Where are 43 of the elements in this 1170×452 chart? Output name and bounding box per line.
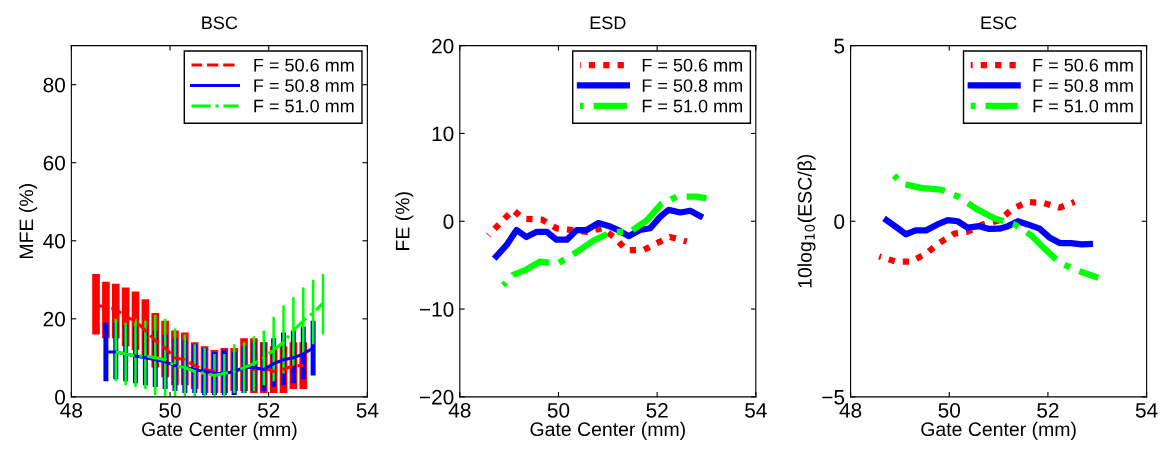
x-tick-label: 52 (1037, 402, 1059, 418)
legend-label: F = 50.6 mm (642, 58, 742, 72)
legend-label: F = 51.0 mm (642, 99, 742, 113)
y-tick-label: 0 (55, 389, 65, 405)
y-tick-label: −5 (822, 390, 845, 405)
y-tick-label: 5 (834, 38, 845, 54)
legend-label: F = 50.6 mm (254, 58, 354, 72)
y-tick-label: 20 (43, 311, 65, 327)
y-tick-label: 10 (432, 126, 454, 142)
y-tick-label: −20 (419, 389, 454, 405)
x-axis-title: Gate Center (mm) (921, 421, 1076, 440)
x-tick-label: 50 (547, 402, 570, 418)
y-tick-label: 20 (432, 38, 454, 54)
y-tick-label: 60 (43, 155, 65, 171)
y-tick-label: 40 (43, 233, 65, 249)
legend-label: F = 50.8 mm (1033, 79, 1133, 92)
y-tick-label: 0 (834, 214, 845, 230)
x-axis-title: Gate Center (mm) (530, 421, 685, 440)
x-tick-label: 54 (1135, 403, 1158, 418)
y-tick-label: 0 (443, 214, 454, 230)
chart-title: ESD (590, 16, 626, 30)
legend-label: F = 50.6 mm (1033, 58, 1133, 72)
x-tick-label: 52 (257, 402, 280, 418)
y-axis-title: 10log$_{10}$(ESC/β) (797, 154, 816, 288)
x-tick-label: 50 (938, 402, 961, 418)
x-tick-label: 48 (839, 402, 862, 418)
legend-label: F = 50.8 mm (642, 79, 742, 92)
x-tick-label: 54 (356, 403, 379, 418)
x-tick-label: 54 (745, 403, 767, 418)
y-axis-title: FE (%) (395, 192, 414, 250)
chart-title: BSC (202, 16, 238, 30)
x-tick-label: 50 (159, 402, 181, 418)
x-tick-label: 48 (60, 402, 83, 418)
legend-label: F = 51.0 mm (1033, 99, 1133, 113)
chart-title: ESC (981, 16, 1017, 30)
x-tick-label: 52 (646, 402, 668, 418)
y-axis-title: MFE (%) (18, 184, 38, 258)
x-tick-label: 48 (448, 402, 471, 418)
legend-label: F = 50.8 mm (254, 79, 354, 92)
y-tick-label: 80 (43, 77, 65, 93)
y-tick-label: −10 (419, 302, 454, 317)
x-axis-title: Gate Center (mm) (142, 421, 297, 440)
legend-label: F = 51.0 mm (254, 99, 354, 113)
